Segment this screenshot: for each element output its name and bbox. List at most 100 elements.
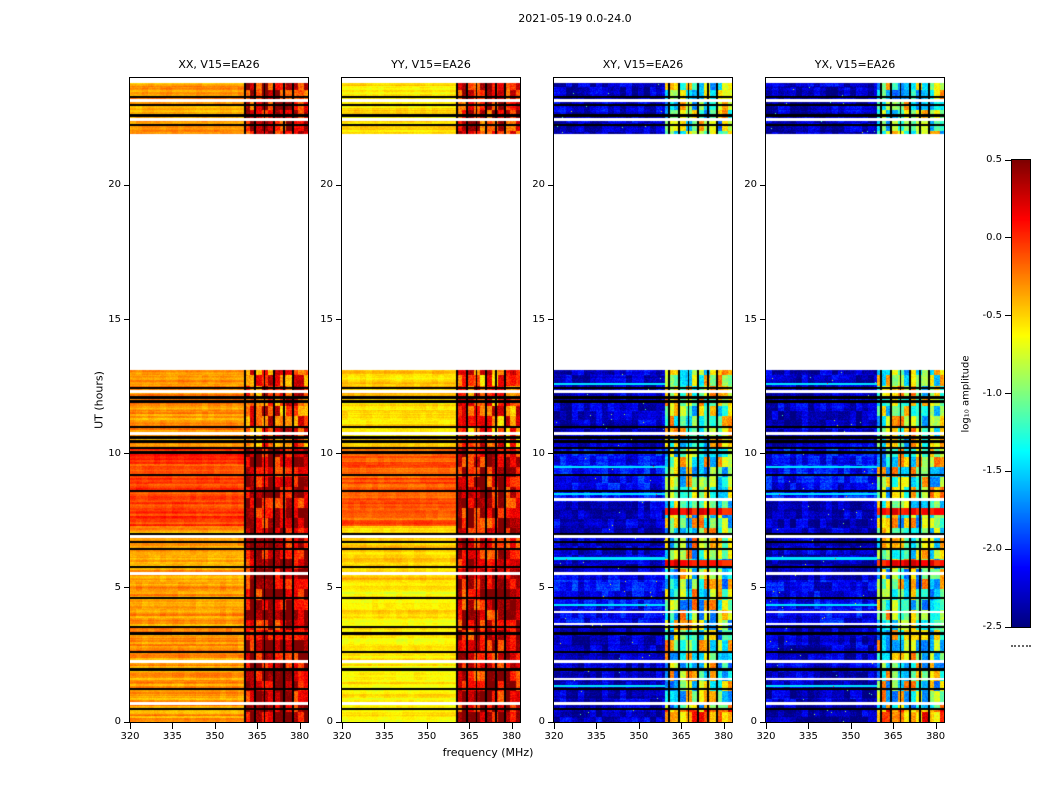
y-tick-label: 0	[538, 716, 545, 727]
y-tick	[336, 453, 342, 455]
x-tick-label: 365	[459, 731, 479, 742]
colorbar-tick-label: -0.5	[982, 309, 1002, 321]
y-tick	[124, 587, 130, 589]
y-tick	[336, 587, 342, 589]
y-tick-label: 10	[744, 447, 757, 459]
y-tick	[124, 184, 130, 186]
y-tick	[548, 453, 554, 455]
x-tick	[808, 723, 810, 729]
y-tick	[548, 587, 554, 589]
y-tick	[336, 319, 342, 320]
x-tick-label: 380	[925, 731, 946, 742]
heatmap-xx	[130, 78, 308, 722]
colorbar-tick	[1005, 159, 1012, 161]
y-tick-label: 10	[108, 447, 121, 459]
x-tick-label: 335	[798, 731, 818, 742]
x-tick-label: 335	[586, 731, 606, 742]
colorbar-tick	[1005, 548, 1012, 550]
x-tick	[723, 723, 725, 729]
colorbar-tick	[1005, 470, 1012, 472]
y-tick	[124, 453, 130, 455]
y-tick-label: 5	[326, 581, 333, 593]
colorbar-tick-label: -1.5	[982, 465, 1002, 477]
x-tick	[511, 723, 513, 729]
panel-title-yy: YY, V15=EA26	[391, 58, 471, 71]
y-tick-label: 5	[538, 581, 545, 593]
colorbar-tick	[1005, 237, 1012, 239]
panel-title-xy: XY, V15=EA26	[602, 58, 684, 71]
x-tick-label: 380	[289, 731, 310, 742]
x-tick-label: 320	[120, 731, 140, 742]
x-tick	[299, 723, 301, 729]
x-tick-label: 335	[162, 731, 182, 742]
x-tick-label: 350	[205, 731, 225, 742]
y-tick	[760, 721, 766, 723]
heatmap-yy	[342, 78, 520, 722]
x-tick-label: 380	[501, 731, 522, 742]
y-tick-label: 5	[750, 581, 757, 593]
panel-yx: YX, V15=EA26	[765, 58, 945, 723]
y-tick-label: 20	[744, 179, 757, 191]
figure-title: 2021-05-19 0.0-24.0	[518, 12, 632, 25]
y-tick	[760, 453, 766, 455]
y-tick-label: 0	[326, 716, 333, 727]
y-tick	[760, 319, 766, 320]
colorbar	[1011, 159, 1031, 628]
x-tick	[130, 723, 131, 729]
y-tick	[124, 721, 130, 723]
x-tick	[638, 723, 640, 729]
x-tick-label: 350	[841, 731, 861, 742]
x-tick	[469, 723, 471, 729]
colorbar-tick	[1005, 315, 1012, 317]
y-tick-label: 15	[744, 313, 757, 325]
x-tick	[426, 723, 428, 729]
x-tick-label: 335	[374, 731, 394, 742]
colorbar-tick-label: 0.0	[986, 231, 1002, 243]
panel-xy: XY, V15=EA26	[553, 58, 733, 723]
x-tick	[681, 723, 683, 729]
x-tick-label: 320	[756, 731, 776, 742]
x-tick-label: 320	[332, 731, 352, 742]
x-axis-label: frequency (MHz)	[442, 746, 534, 759]
panel-title-yx: YX, V15=EA26	[814, 58, 896, 71]
x-tick-label: 350	[417, 731, 437, 742]
colorbar-extension	[1011, 630, 1031, 647]
x-tick	[596, 723, 598, 729]
colorbar-tick-label: -1.0	[982, 387, 1002, 399]
x-tick-label: 365	[247, 731, 267, 742]
x-tick-label: 365	[883, 731, 903, 742]
colorbar-tick	[1005, 626, 1012, 628]
x-tick	[554, 723, 555, 729]
x-tick-label: 350	[629, 731, 649, 742]
y-tick-label: 20	[108, 179, 121, 191]
y-tick-label: 15	[532, 313, 545, 325]
y-tick-label: 5	[114, 581, 121, 593]
x-tick	[893, 723, 895, 729]
colorbar-tick	[1005, 393, 1012, 394]
y-tick-label: 0	[750, 716, 757, 727]
y-tick-label: 20	[532, 179, 545, 191]
y-axis-label: UT (hours)	[92, 371, 106, 429]
x-tick-label: 380	[713, 731, 734, 742]
y-tick-label: 0	[114, 716, 121, 727]
y-tick	[760, 587, 766, 589]
x-tick	[172, 723, 174, 729]
y-tick	[548, 721, 554, 723]
x-tick	[214, 723, 216, 729]
x-tick	[850, 723, 852, 729]
y-tick-label: 10	[320, 447, 333, 459]
y-tick-label: 10	[532, 447, 545, 459]
x-tick	[257, 723, 259, 729]
y-tick	[548, 319, 554, 320]
panel-xx: XX, V15=EA26	[129, 58, 309, 723]
y-tick	[336, 184, 342, 186]
x-tick-label: 365	[671, 731, 691, 742]
x-tick	[766, 723, 767, 729]
y-tick	[548, 184, 554, 186]
x-tick-label: 320	[544, 731, 564, 742]
colorbar-gradient	[1012, 160, 1030, 627]
colorbar-tick-label: -2.0	[982, 543, 1002, 555]
panel-yy: YY, V15=EA26	[341, 58, 521, 723]
x-tick	[935, 723, 937, 729]
